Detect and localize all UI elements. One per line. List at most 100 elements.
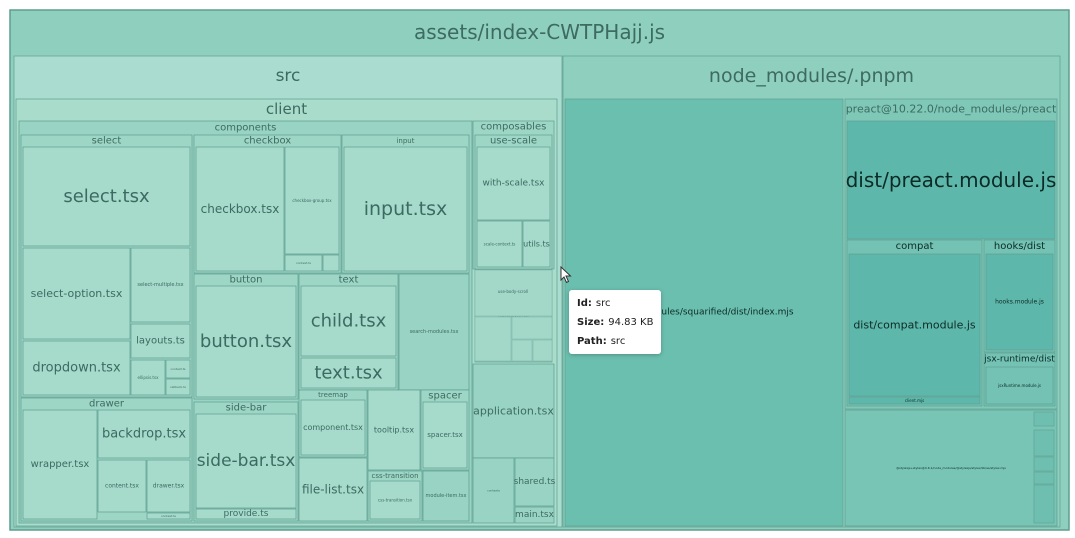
- treemap-node-dropdown-tsx[interactable]: [22, 340, 131, 396]
- treemap-label-treemap: treemap: [318, 391, 348, 399]
- treemap-node-layouts-ts[interactable]: [130, 323, 191, 359]
- treemap-small-block[interactable]: [511, 316, 553, 340]
- treemap-label-layouts-ts: layouts.ts: [136, 336, 185, 347]
- treemap-node-with-scale-tsx[interactable]: [476, 146, 551, 221]
- treemap-node-child-tsx[interactable]: [300, 285, 397, 357]
- treemap-small-block[interactable]: [1033, 471, 1055, 485]
- treemap-node-dist-compat-module-js[interactable]: [848, 253, 981, 397]
- treemap-label-src: src: [276, 66, 301, 86]
- treemap-label-checkbox-tsx: checkbox.tsx: [201, 202, 280, 216]
- treemap-node-input-tsx[interactable]: [343, 146, 468, 272]
- treemap-node-scale-context-ts[interactable]: [476, 220, 523, 268]
- treemap-node-side-bar-tsx[interactable]: [195, 413, 297, 509]
- treemap-node-main-tsx[interactable]: [514, 506, 555, 524]
- treemap-node-spacer-tsx[interactable]: [422, 401, 468, 469]
- treemap-node-unnamed[interactable]: [322, 254, 340, 272]
- treemap-label-dropdown-tsx: dropdown.tsx: [32, 361, 121, 376]
- treemap-node-ellipsis-tsx[interactable]: [130, 359, 166, 396]
- treemap-label-main-tsx: main.tsx: [515, 510, 555, 520]
- treemap-label-context-ts: context.ts: [296, 261, 311, 265]
- treemap-node-stylexjs-stylex-0-6-1-node-modules-stylexjs-stylex-lib-es-stylex-mjs[interactable]: [844, 409, 1058, 527]
- treemap-node-callback-ts[interactable]: [165, 378, 191, 396]
- treemap-node-application-tsx[interactable]: [472, 363, 555, 459]
- treemap-label-ellipsis-tsx: ellipsis.tsx: [138, 375, 160, 380]
- treemap-node-select-multiple-tsx[interactable]: [130, 247, 191, 323]
- treemap-node-select-option-tsx[interactable]: [22, 247, 131, 340]
- treemap-node-dist-preact-module-js[interactable]: [846, 120, 1056, 240]
- treemap-label-provide-ts: provide.ts: [224, 509, 269, 519]
- treemap-label-component-tsx: component.tsx: [303, 423, 363, 432]
- treemap-label-drawer-tsx: drawer.tsx: [153, 483, 185, 490]
- treemap-node-utils-ts[interactable]: [522, 220, 551, 268]
- treemap-label-dist-compat-module-js: dist/compat.module.js: [853, 319, 976, 332]
- treemap-node-context-ts[interactable]: [146, 512, 191, 520]
- treemap-label-contexts: contexts: [487, 489, 500, 493]
- mouse-cursor-icon: [560, 266, 572, 284]
- treemap-node-search-modules-tsx[interactable]: [398, 273, 470, 391]
- treemap-node-select-tsx[interactable]: [22, 146, 191, 247]
- treemap-label-jsxruntime-module-js: jsxRuntime.module.js: [997, 383, 1041, 388]
- treemap-label-use-scale: use-scale: [490, 136, 537, 147]
- treemap-label-jsx-runtime-dist: jsx-runtime/dist: [983, 355, 1055, 365]
- treemap-label-preact-10-22-0-node-modules-preact: preact@10.22.0/node_modules/preact: [846, 103, 1057, 116]
- treemap-label-text: text: [339, 275, 359, 286]
- treemap-node-shared-ts[interactable]: [514, 457, 555, 507]
- treemap-node-backdrop-tsx[interactable]: [97, 409, 191, 459]
- treemap-small-block[interactable]: [1033, 484, 1055, 524]
- tooltip: Id: src Size: 94.83 KB Path: src: [569, 290, 661, 354]
- tooltip-size-label: Size:: [577, 317, 605, 328]
- tooltip-id-value: src: [595, 298, 611, 309]
- treemap-node-context-ts[interactable]: [284, 254, 323, 272]
- tooltip-size-value: 94.83 KB: [608, 317, 654, 328]
- treemap-node-checkbox-tsx[interactable]: [195, 146, 285, 272]
- treemap-label-utils-ts: utils.ts: [523, 240, 550, 249]
- treemap-label-context-ts: context.ts: [171, 367, 186, 371]
- treemap-node-component-tsx[interactable]: [300, 399, 366, 456]
- treemap-label-hooks-dist: hooks/dist: [994, 241, 1045, 252]
- treemap-label-drawer: drawer: [89, 399, 125, 410]
- treemap-label-checkbox: checkbox: [244, 136, 291, 147]
- treemap-node-checkbox-group-tsx[interactable]: [284, 146, 340, 255]
- treemap-label-tooltip-tsx: tooltip.tsx: [374, 426, 414, 435]
- treemap-label-checkbox-group-tsx: checkbox-group.tsx: [292, 198, 332, 203]
- treemap-node-wrapper-tsx[interactable]: [22, 409, 98, 520]
- treemap-node-module-item-tsx[interactable]: [422, 470, 470, 522]
- treemap-node-client-mjs[interactable]: [848, 396, 981, 405]
- treemap-label-compat: compat: [896, 241, 934, 252]
- treemap-node-context-ts[interactable]: [165, 359, 191, 379]
- treemap-label-with-scale-tsx: with-scale.tsx: [483, 179, 546, 189]
- treemap-node-drawer-tsx[interactable]: [146, 459, 191, 513]
- treemap-small-block[interactable]: [1033, 429, 1055, 457]
- treemap-node-jsxruntime-module-js[interactable]: [985, 366, 1054, 405]
- treemap-label-spacer-tsx: spacer.tsx: [427, 431, 463, 439]
- treemap-node-provide-ts[interactable]: [195, 508, 297, 520]
- treemap-node-contexts[interactable]: [472, 457, 515, 524]
- treemap-label-wrapper-tsx: wrapper.tsx: [31, 459, 90, 470]
- treemap-node-content-tsx[interactable]: [97, 459, 147, 513]
- treemap-small-block[interactable]: [1033, 411, 1055, 427]
- tooltip-path-row: Path: src: [577, 332, 653, 351]
- treemap-label-css-transition: css-transition: [371, 472, 418, 480]
- treemap-label-hooks-module-js: hooks.module.js: [995, 299, 1044, 306]
- treemap-node-button-tsx[interactable]: [195, 285, 297, 398]
- treemap-small-block[interactable]: [474, 316, 512, 362]
- treemap-node-file-list-tsx[interactable]: [298, 457, 368, 522]
- treemap-node-text-tsx[interactable]: [300, 357, 397, 389]
- treemap-label-stylexjs-stylex-0-6-1-node-modules-stylexjs-stylex-lib-es-stylex-mjs: @stylexjs+stylex@0.6.1/node_modules/@sty…: [896, 466, 1006, 470]
- treemap-label-use-body-scroll: use-body-scroll: [498, 289, 528, 294]
- treemap-small-block[interactable]: [474, 269, 553, 317]
- treemap-small-block[interactable]: [532, 339, 553, 362]
- treemap-label-select-option-tsx: select-option.tsx: [31, 287, 123, 300]
- treemap-label-content-tsx: content.tsx: [105, 483, 139, 490]
- treemap-label-side-bar: side-bar: [226, 403, 268, 414]
- treemap-label-context-ts: context.ts: [161, 514, 176, 518]
- treemap-label-module-item-tsx: module-item.tsx: [426, 493, 467, 499]
- treemap-small-block[interactable]: [1033, 456, 1055, 472]
- treemap-node-tooltip-tsx[interactable]: [367, 389, 421, 471]
- treemap-label-application-tsx: application.tsx: [473, 405, 554, 418]
- treemap-node-hooks-module-js[interactable]: [985, 253, 1054, 351]
- treemap-label-shared-ts: shared.ts: [514, 477, 556, 487]
- treemap-node-css-transition-tsx[interactable]: [369, 480, 421, 520]
- treemap-small-block[interactable]: [511, 339, 533, 362]
